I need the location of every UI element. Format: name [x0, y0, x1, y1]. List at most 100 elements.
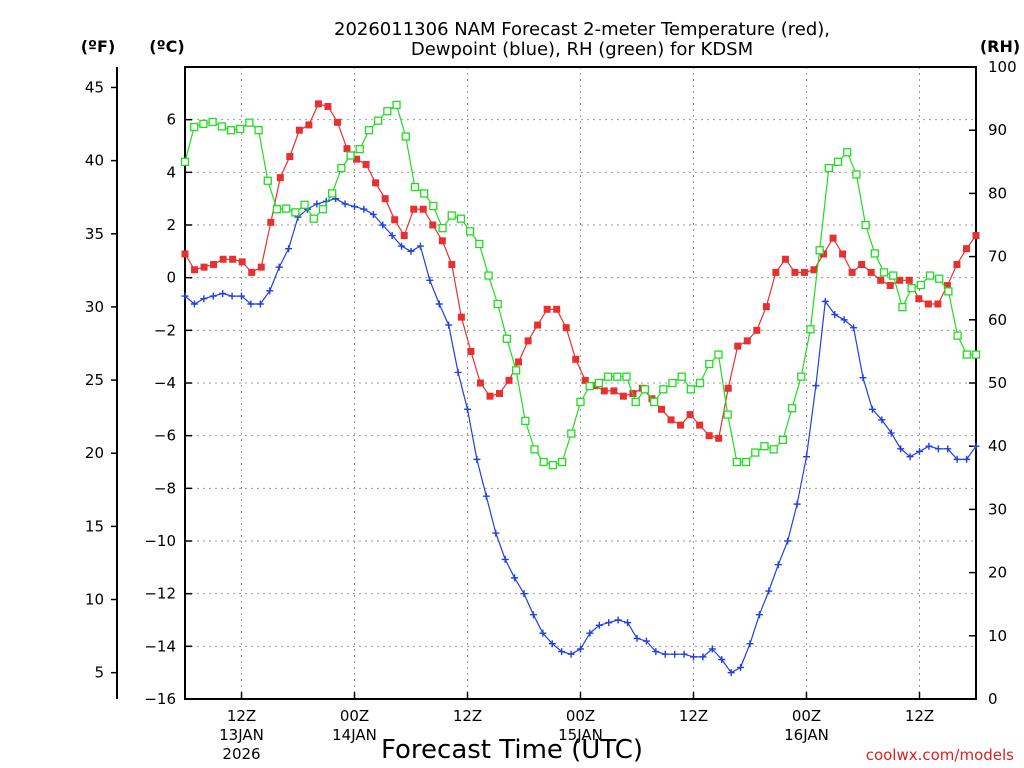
rh-point [401, 132, 410, 141]
rh-point [613, 372, 622, 381]
fahrenheit-tick-label: 35 [85, 225, 104, 243]
rh-point [815, 246, 824, 255]
rh-point [852, 170, 861, 179]
dewpoint-point [266, 287, 274, 295]
temperature-point [333, 118, 341, 126]
temperature-point [658, 405, 666, 413]
rh-point [944, 287, 953, 296]
dewpoint-point [755, 611, 763, 619]
rh-point [907, 284, 916, 293]
temperature-point [800, 268, 808, 276]
dewpoint-point [275, 263, 283, 271]
rh-point [438, 224, 447, 233]
rh-point [539, 457, 548, 467]
temperature-point [238, 258, 246, 266]
celsius-tick-label: −2 [154, 321, 176, 339]
dewpoint-point [219, 289, 227, 297]
rh-point [870, 249, 879, 258]
rh-point [843, 148, 852, 157]
dewpoint-point [520, 590, 528, 598]
dewpoint-point [916, 447, 923, 455]
dewpoint-point [859, 374, 867, 382]
rh-point [889, 271, 898, 280]
temperature-point [286, 153, 294, 161]
rh-point [429, 201, 438, 211]
temperature-point [924, 300, 932, 308]
temperature-point [886, 282, 894, 290]
rh-point [318, 205, 328, 214]
dewpoint-point [887, 429, 895, 437]
temperature-point [972, 232, 980, 240]
dewpoint-point [642, 637, 650, 645]
rh-point [861, 220, 870, 230]
temperature-point [619, 392, 627, 400]
fahrenheit-tick-label: 25 [85, 371, 104, 389]
rh-point [797, 372, 806, 381]
dewpoint-point [539, 629, 547, 637]
rh-point [475, 239, 484, 249]
dewpoint-point [944, 445, 952, 453]
rh-point [521, 416, 530, 426]
dewpoint-point [803, 453, 810, 461]
temperature-point [505, 376, 513, 384]
temperature-point [829, 234, 837, 242]
rh-tick-label: 50 [988, 374, 1007, 392]
dewpoint-point [398, 242, 406, 250]
dewpoint-point [285, 245, 293, 253]
dewpoint-point [595, 621, 603, 629]
fahrenheit-tick-label: 45 [85, 78, 104, 96]
dewpoint-point [793, 500, 801, 508]
temperature-point [438, 237, 446, 245]
rh-point [272, 205, 282, 214]
time-tick-label: 00Z [792, 707, 821, 725]
dewpoint-point [868, 405, 876, 413]
rh-point [953, 331, 962, 340]
rh-point [824, 163, 833, 173]
temperature-point [715, 434, 723, 442]
rh-tick-label: 90 [988, 121, 1007, 139]
rh-point [557, 457, 567, 467]
dewpoint-point [605, 619, 613, 627]
temperature-point [200, 263, 208, 271]
temperature-point [381, 195, 389, 203]
rh-point [208, 117, 217, 127]
dewpoint-point [407, 247, 415, 255]
rh-point [732, 457, 742, 467]
rh-point [741, 457, 751, 467]
temperature-point [543, 305, 551, 313]
chart-title-line-2: Dewpoint (blue), RH (green) for KDSM [411, 39, 753, 60]
dewpoint-point [633, 634, 641, 642]
dewpoint-point [624, 619, 632, 627]
fahrenheit-axis: 5 10 15 20 25 30 35 40 45 [85, 78, 117, 682]
dewpoint-point [652, 648, 660, 656]
temperature-point [419, 205, 427, 213]
dewpoint-point [238, 292, 245, 300]
temperature-point [905, 276, 913, 284]
fahrenheit-tick-label: 20 [85, 444, 104, 462]
dewpoint-point [426, 276, 434, 284]
temperature-point [305, 121, 313, 129]
time-tick-year: 2026 [222, 745, 260, 763]
fahrenheit-tick-label: 15 [85, 517, 104, 535]
celsius-tick-label: −6 [154, 427, 176, 445]
chart-title-line-1: 2026011306 NAM Forecast 2-meter Temperat… [334, 19, 830, 40]
dewpoint-point [878, 416, 886, 424]
dewpoint-point [228, 292, 236, 300]
rh-point [263, 176, 272, 185]
dewpoint-point [454, 368, 462, 376]
rh-point [714, 350, 723, 359]
rh-point [245, 118, 254, 127]
temperature-point [724, 384, 732, 392]
dewpoint-point [850, 324, 858, 332]
dewpoint-point [511, 574, 519, 582]
temperature-point [867, 268, 875, 276]
dewpoint-point [341, 200, 349, 208]
rh-point [410, 182, 420, 192]
dewpoint-point [906, 453, 914, 461]
dewpoint-point [501, 555, 509, 563]
temperature-point [810, 266, 818, 274]
temperature-point [696, 421, 704, 429]
rh-point [300, 200, 309, 209]
temperature-point [314, 100, 322, 108]
